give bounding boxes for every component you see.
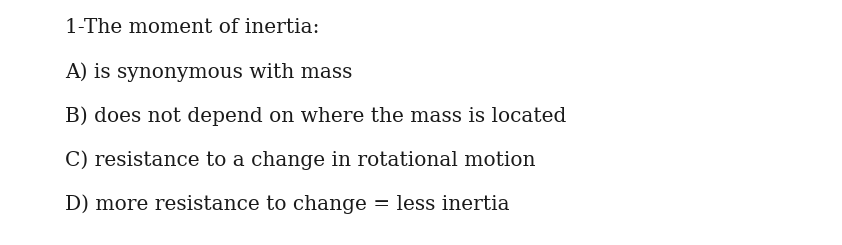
Text: D) more resistance to change = less inertia: D) more resistance to change = less iner… [65, 194, 509, 214]
Text: B) does not depend on where the mass is located: B) does not depend on where the mass is … [65, 106, 567, 126]
Text: C) resistance to a change in rotational motion: C) resistance to a change in rotational … [65, 150, 536, 170]
Text: A) is synonymous with mass: A) is synonymous with mass [65, 62, 352, 82]
Text: 1-The moment of inertia:: 1-The moment of inertia: [65, 18, 319, 37]
